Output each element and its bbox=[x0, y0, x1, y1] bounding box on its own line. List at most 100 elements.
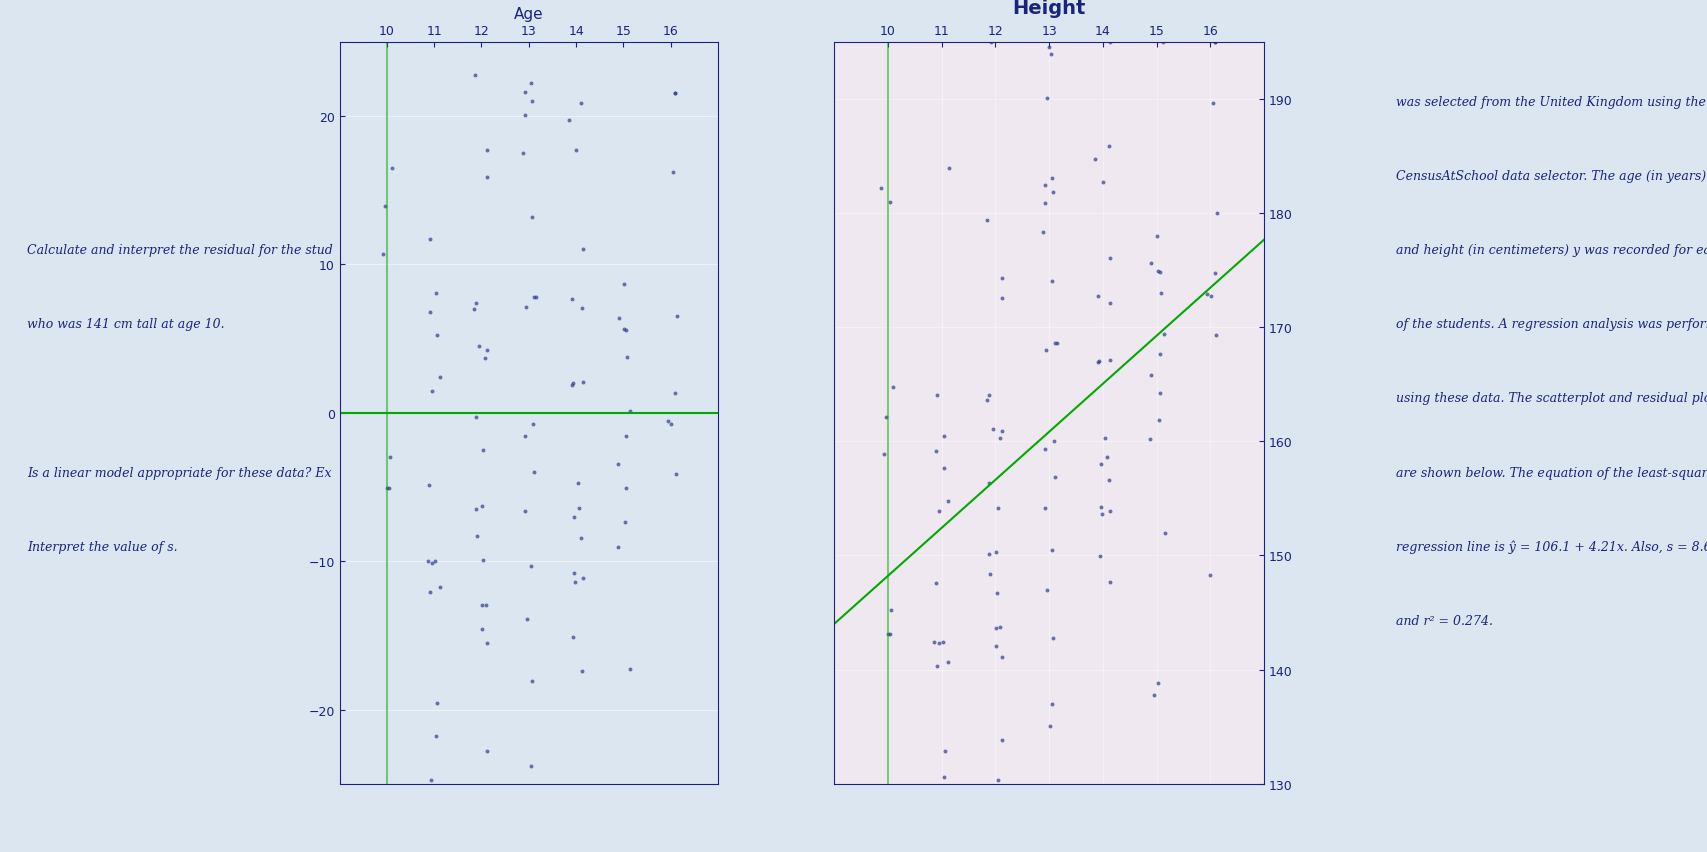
Point bbox=[427, 580, 454, 594]
Point bbox=[555, 114, 582, 128]
Point bbox=[468, 598, 495, 612]
Point bbox=[983, 545, 1011, 559]
Point bbox=[422, 555, 449, 568]
Point bbox=[1202, 36, 1229, 49]
Point bbox=[925, 505, 953, 519]
Title: Height: Height bbox=[1012, 0, 1086, 18]
Text: CensusAtSchool data selector. The age (in years) x: CensusAtSchool data selector. The age (i… bbox=[1396, 170, 1707, 182]
Point bbox=[413, 813, 440, 826]
Text: Calculate and interpret the residual for the stud: Calculate and interpret the residual for… bbox=[27, 244, 333, 256]
Point bbox=[1200, 97, 1227, 111]
Point bbox=[1092, 451, 1120, 464]
Point bbox=[930, 770, 958, 784]
Point bbox=[983, 586, 1011, 600]
Point bbox=[469, 796, 497, 809]
Point bbox=[423, 329, 451, 343]
Text: who was 141 cm tall at age 10.: who was 141 cm tall at age 10. bbox=[27, 318, 225, 331]
Point bbox=[466, 340, 493, 354]
Point bbox=[567, 532, 594, 545]
Point bbox=[988, 272, 1016, 285]
Point bbox=[463, 411, 490, 424]
Point bbox=[930, 745, 958, 758]
Text: using these data. The scatterplot and residual plot: using these data. The scatterplot and re… bbox=[1396, 392, 1707, 405]
Point bbox=[521, 466, 548, 480]
Point bbox=[935, 655, 963, 669]
Point bbox=[560, 377, 587, 391]
Point bbox=[1096, 36, 1123, 49]
Point bbox=[423, 286, 451, 300]
Point bbox=[1038, 275, 1065, 289]
Point bbox=[568, 376, 596, 389]
Point bbox=[1038, 172, 1065, 186]
Point bbox=[1202, 267, 1229, 280]
Point bbox=[604, 458, 632, 471]
Point bbox=[1091, 431, 1118, 445]
Point bbox=[1036, 719, 1063, 733]
Point bbox=[1086, 550, 1113, 563]
Point bbox=[567, 97, 594, 111]
Point bbox=[473, 744, 500, 757]
Point bbox=[1029, 226, 1057, 239]
Point bbox=[517, 78, 545, 91]
Point bbox=[1193, 288, 1221, 302]
Point bbox=[980, 423, 1007, 436]
Point bbox=[1096, 504, 1123, 518]
Point bbox=[509, 147, 536, 161]
Point bbox=[1098, 251, 1125, 265]
Point bbox=[874, 627, 901, 641]
Point bbox=[415, 555, 442, 568]
Point bbox=[568, 665, 596, 678]
Point bbox=[463, 529, 490, 543]
Point bbox=[423, 696, 451, 710]
Point bbox=[1087, 458, 1115, 471]
Point bbox=[657, 417, 685, 431]
Point bbox=[987, 431, 1014, 445]
Point bbox=[1038, 697, 1065, 711]
Point bbox=[568, 302, 596, 315]
Point bbox=[1094, 474, 1121, 487]
Point bbox=[1087, 508, 1115, 521]
Point bbox=[1137, 369, 1164, 383]
Point bbox=[973, 214, 1000, 227]
Point bbox=[982, 621, 1009, 635]
Point bbox=[867, 181, 894, 195]
Point bbox=[611, 515, 638, 529]
Point bbox=[1084, 356, 1111, 370]
Point bbox=[560, 567, 587, 580]
Point bbox=[604, 312, 632, 325]
Point bbox=[988, 650, 1016, 664]
Point bbox=[461, 303, 488, 317]
Point bbox=[987, 621, 1014, 635]
Point bbox=[418, 556, 446, 570]
Point bbox=[1140, 800, 1168, 814]
Point bbox=[613, 351, 640, 365]
Point bbox=[934, 494, 961, 508]
Point bbox=[985, 834, 1012, 848]
Point bbox=[662, 87, 690, 101]
Point bbox=[613, 325, 640, 338]
Point bbox=[522, 291, 550, 305]
Point bbox=[930, 462, 958, 475]
Point bbox=[415, 479, 442, 492]
Point bbox=[1202, 36, 1229, 49]
Point bbox=[616, 405, 644, 418]
Point bbox=[1197, 568, 1224, 582]
Point bbox=[1033, 93, 1060, 106]
Point bbox=[519, 417, 546, 431]
Point bbox=[560, 630, 587, 644]
Point bbox=[1036, 834, 1063, 848]
Point bbox=[1040, 631, 1067, 645]
Point bbox=[935, 162, 963, 176]
Point bbox=[930, 429, 958, 443]
Point bbox=[471, 830, 498, 843]
Point bbox=[1147, 286, 1174, 300]
Point bbox=[420, 813, 447, 826]
Point bbox=[927, 834, 954, 848]
Point bbox=[976, 834, 1004, 848]
Point bbox=[1096, 296, 1123, 310]
Point bbox=[418, 385, 446, 399]
Point bbox=[1144, 230, 1171, 244]
Point bbox=[471, 352, 498, 366]
Point bbox=[988, 425, 1016, 439]
Point bbox=[417, 774, 444, 787]
